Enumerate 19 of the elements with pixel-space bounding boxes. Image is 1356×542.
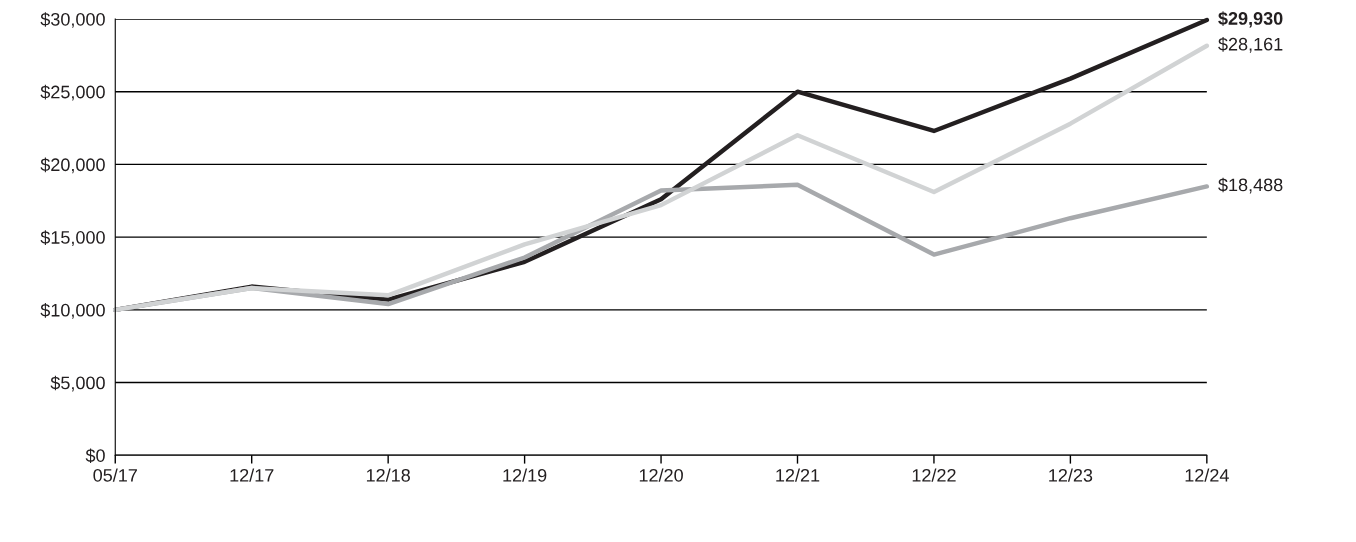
y-tick-label: $10,000 xyxy=(40,303,105,319)
x-tick-label: 12/23 xyxy=(1049,468,1093,482)
x-tick-label: 12/17 xyxy=(230,468,274,482)
x-tick-label: 12/24 xyxy=(1185,468,1229,482)
data-label: $28,161 xyxy=(1218,37,1283,53)
y-tick-label: $5,000 xyxy=(50,375,105,392)
y-tick-label: $0 xyxy=(85,448,105,464)
y-tick-label: $15,000 xyxy=(40,230,105,246)
x-tick-label: 12/22 xyxy=(912,468,956,482)
x-tick-label: 12/20 xyxy=(639,468,683,482)
x-tick-label: 12/18 xyxy=(366,468,410,482)
x-tick-label: 05/17 xyxy=(93,468,137,482)
data-label: $18,488 xyxy=(1218,177,1283,194)
y-tick-label: $30,000 xyxy=(40,12,105,28)
x-tick-label: 12/19 xyxy=(503,468,547,482)
y-tick-label: $25,000 xyxy=(40,84,105,101)
x-tick-label: 12/21 xyxy=(776,468,820,482)
y-tick-label: $20,000 xyxy=(40,157,105,174)
data-label: $29,930 xyxy=(1218,11,1283,28)
